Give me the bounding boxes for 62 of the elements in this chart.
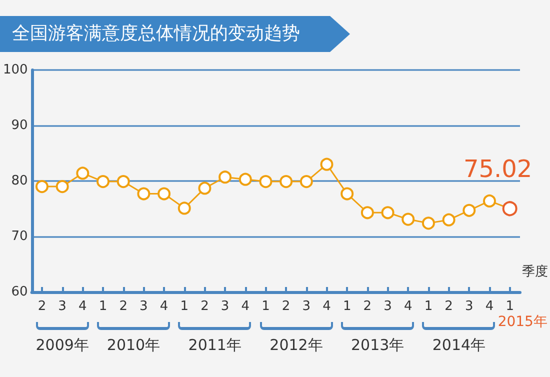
x-tick-label: 2 (200, 299, 209, 314)
point (218, 170, 232, 184)
point (340, 187, 354, 200)
x-axis-title: 季度 (522, 264, 548, 280)
point (137, 187, 150, 200)
text: 2014年 (432, 336, 486, 354)
x-tick-label: 4 (485, 299, 494, 314)
text: 2009年 (36, 336, 89, 354)
point (300, 175, 313, 188)
point (320, 158, 334, 171)
point (462, 204, 476, 217)
x-tick-label: 1 (98, 299, 108, 314)
x-tick-label: 1 (424, 299, 433, 314)
point (158, 187, 171, 200)
y-tick-label: 70 (11, 229, 28, 244)
x-tick-label: 2 (119, 299, 128, 314)
x-tick-label: 3 (302, 299, 311, 314)
point (56, 180, 69, 194)
text: 2011年 (188, 336, 242, 354)
x-tick-label: 3 (384, 299, 392, 314)
point (259, 175, 272, 188)
x-tick-label: 4 (322, 299, 331, 314)
point (76, 166, 90, 180)
y-tick-label: 90 (11, 118, 28, 133)
x-tick-label: 4 (160, 299, 168, 314)
text: 2010年 (106, 336, 160, 354)
point (198, 182, 212, 195)
point (116, 175, 130, 188)
y-tick-label: 100 (2, 62, 28, 78)
x-tick-label: 1 (506, 299, 514, 314)
x-tick-label: 3 (220, 299, 230, 314)
y-tick-label: 80 (11, 174, 28, 188)
text: 2012年 (270, 336, 323, 354)
point (96, 175, 110, 188)
x-tick-label: 3 (58, 299, 66, 314)
point (238, 172, 252, 186)
x-tick-label: 1 (262, 299, 270, 314)
point (178, 202, 191, 215)
x-tick-label: 4 (241, 299, 250, 314)
point (280, 175, 293, 188)
point (402, 212, 415, 226)
point (422, 216, 435, 230)
point (483, 194, 496, 208)
x-tick-label: 2 (444, 299, 453, 314)
x-tick-label: 4 (404, 299, 412, 314)
point (442, 213, 456, 226)
x-tick-label: 3 (140, 299, 148, 314)
text: 2013年 (351, 336, 404, 354)
text: 2015年 (498, 314, 548, 330)
point (35, 180, 48, 194)
x-tick-label: 2 (282, 299, 290, 314)
x-tick-label: 3 (465, 299, 474, 314)
data-label: 75.02 (463, 155, 532, 184)
point (381, 206, 394, 220)
x-tick-label: 1 (342, 299, 352, 314)
x-tick-label: 2 (38, 299, 46, 314)
point (360, 206, 374, 220)
x-tick-label: 2 (363, 299, 372, 314)
y-tick-label: 60 (11, 284, 28, 300)
chart-title: 全国游客满意度总体情况的变动趋势 (0, 16, 350, 52)
x-tick-label: 1 (180, 299, 189, 314)
x-tick-label: 4 (78, 299, 87, 314)
